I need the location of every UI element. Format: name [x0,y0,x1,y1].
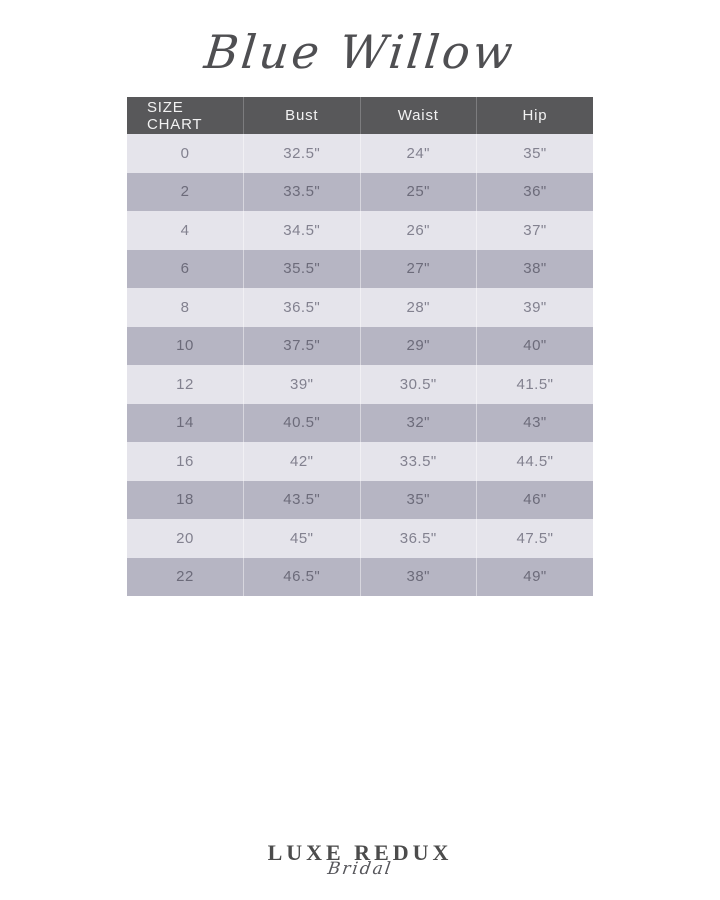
cell-size: 12 [127,365,244,404]
footer-logo: LUXE REDUX Bridal [0,840,720,879]
logo-wordmark: LUXE REDUX [267,840,453,865]
cell-size: 20 [127,519,244,558]
cell-size: 10 [127,326,244,365]
size-row-0: 0 32.5" 24" 35" [127,134,593,173]
cell-waist: 35" [359,480,477,519]
size-row-14: 14 40.5" 32" 43" [127,403,593,442]
size-row-4: 4 34.5" 26" 37" [127,211,593,250]
cell-bust: 46.5" [243,557,360,596]
size-row-10: 10 37.5" 29" 40" [127,326,593,365]
cell-hip: 36" [476,172,593,211]
size-row-18: 18 43.5" 35" 46" [127,480,593,519]
cell-bust: 39" [243,365,360,404]
cell-waist: 26" [359,211,477,250]
cell-bust: 37.5" [243,326,360,365]
size-row-8: 8 36.5" 28" 39" [127,288,593,327]
cell-hip: 43" [476,403,593,442]
cell-hip: 49" [476,557,593,596]
cell-hip: 39" [476,288,593,327]
cell-waist: 28" [359,288,477,327]
cell-hip: 38" [476,249,593,288]
column-header-hip: Hip [476,97,593,134]
logo-script: Bridal [326,859,394,879]
cell-size: 22 [127,557,244,596]
cell-size: 8 [127,288,244,327]
cell-waist: 30.5" [359,365,477,404]
cell-size: 2 [127,172,244,211]
cell-size: 14 [127,403,244,442]
cell-bust: 40.5" [243,403,360,442]
column-header-size-chart: SIZE CHART [127,97,244,134]
size-row-20: 20 45" 36.5" 47.5" [127,519,593,558]
cell-hip: 37" [476,211,593,250]
size-row-2: 2 33.5" 25" 36" [127,172,593,211]
cell-bust: 42" [243,442,360,481]
cell-hip: 40" [476,326,593,365]
cell-size: 18 [127,480,244,519]
size-row-22: 22 46.5" 38" 49" [127,557,593,596]
size-chart-body: 0 32.5" 24" 35" 2 33.5" 25" 36" 4 34.5" 26" 37" 6 35.… [127,134,593,596]
cell-bust: 34.5" [243,211,360,250]
size-chart-container: SIZE CHART Bust Waist Hip 0 32.5" 24" 35" 2 3… [127,97,593,596]
brand-title: Blue Willow [201,25,519,79]
cell-hip: 47.5" [476,519,593,558]
size-row-16: 16 42" 33.5" 44.5" [127,442,593,481]
cell-waist: 36.5" [359,519,477,558]
column-header-waist: Waist [359,97,477,134]
size-row-6: 6 35.5" 27" 38" [127,249,593,288]
cell-hip: 41.5" [476,365,593,404]
cell-bust: 43.5" [243,480,360,519]
cell-waist: 32" [359,403,477,442]
cell-size: 6 [127,249,244,288]
cell-bust: 36.5" [243,288,360,327]
size-chart-head: SIZE CHART Bust Waist Hip [127,97,593,134]
size-row-12: 12 39" 30.5" 41.5" [127,365,593,404]
cell-size: 4 [127,211,244,250]
cell-bust: 33.5" [243,172,360,211]
column-header-bust: Bust [243,97,360,134]
cell-waist: 29" [359,326,477,365]
cell-hip: 35" [476,134,593,173]
cell-bust: 35.5" [243,249,360,288]
cell-waist: 27" [359,249,477,288]
cell-waist: 38" [359,557,477,596]
cell-bust: 32.5" [243,134,360,173]
cell-hip: 46" [476,480,593,519]
cell-hip: 44.5" [476,442,593,481]
size-chart-header-row: SIZE CHART Bust Waist Hip [127,97,593,134]
size-chart-table: SIZE CHART Bust Waist Hip 0 32.5" 24" 35" 2 3… [127,97,593,596]
cell-waist: 24" [359,134,477,173]
cell-size: 16 [127,442,244,481]
cell-size: 0 [127,134,244,173]
cell-bust: 45" [243,519,360,558]
cell-waist: 33.5" [359,442,477,481]
cell-waist: 25" [359,172,477,211]
